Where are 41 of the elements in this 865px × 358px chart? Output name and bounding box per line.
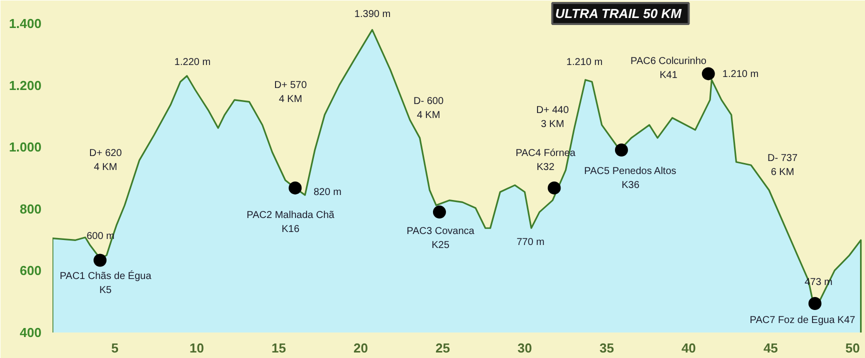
annotation: D+ 440 3 KM: [536, 104, 570, 130]
y-tick-label: 400: [20, 325, 42, 340]
annotation: D+ 620 4 KM: [89, 148, 122, 174]
x-tick-label: 5: [111, 340, 118, 356]
annotation: D- 737 6 KM: [767, 152, 798, 178]
annotation: PAC3 Covanca K25: [406, 226, 475, 252]
y-tick-label: 1.000: [8, 140, 42, 155]
x-tick-label: 20: [354, 340, 368, 356]
point: [614, 143, 628, 156]
y-tick-label: 800: [20, 201, 42, 216]
x-tick-label: 45: [763, 340, 778, 356]
point: [432, 206, 446, 219]
annotation: 1.220 m: [174, 57, 211, 68]
chart-title: ULTRA TRAIL 50 KM: [555, 6, 683, 21]
point: [288, 181, 302, 194]
x-tick-label: 40: [681, 340, 696, 356]
annotation: PAC5 Penedos Altos K36: [584, 166, 676, 192]
x-tick-label: 30: [517, 340, 532, 356]
point: [94, 254, 107, 267]
y-tick-label: 1.400: [8, 16, 42, 32]
annotation: 1.210 m: [722, 69, 759, 80]
y-tick-label: 1.200: [8, 78, 42, 93]
x-tick-label: 35: [599, 340, 614, 356]
y-tick-label: 600: [20, 263, 42, 278]
annotation: 1.210 m: [566, 57, 603, 68]
point: [702, 67, 715, 80]
point: [548, 181, 561, 194]
annotation: 1.390 m: [354, 9, 391, 20]
x-tick-label: 25: [436, 340, 450, 356]
annotation: PAC1 Chãs de Égua K5: [60, 270, 152, 296]
point: [808, 296, 822, 310]
annotation: 820 m: [314, 187, 342, 198]
annotation: PAC6 Colcurinho K41: [630, 56, 707, 82]
annotation: D- 600 4 KM: [413, 96, 444, 122]
annotation: D+ 570 4 KM: [274, 80, 308, 106]
x-tick-label: 10: [190, 340, 204, 356]
annotation: PAC7 Foz de Egua K47: [750, 315, 856, 326]
annotation: PAC2 Malhada Chã K16: [246, 210, 335, 236]
x-tick-label: 15: [272, 340, 286, 356]
x-tick-label: 50: [845, 340, 860, 356]
annotation: 770 m: [516, 237, 544, 248]
